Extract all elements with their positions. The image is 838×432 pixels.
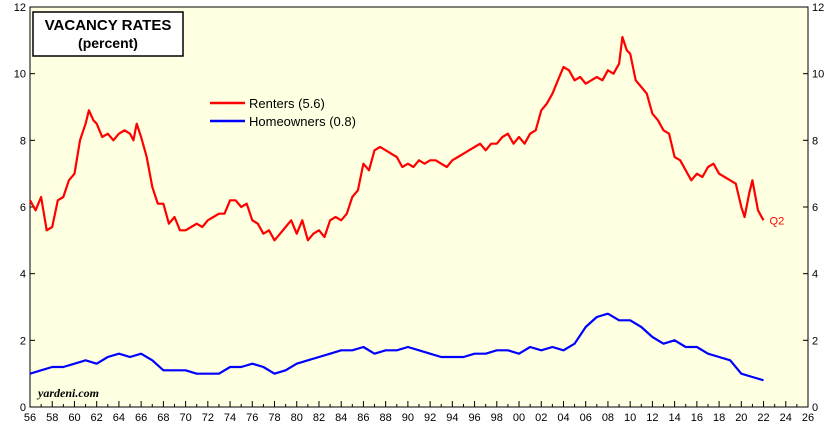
x-tick-label: 82: [313, 412, 325, 424]
y-tick-label-right: 2: [812, 335, 818, 347]
x-tick-label: 10: [624, 412, 636, 424]
y-tick-label-right: 4: [812, 269, 818, 281]
x-tick-label: 26: [802, 412, 814, 424]
x-tick-label: 62: [91, 412, 103, 424]
series-line-homeowners: [29, 312, 764, 382]
y-tick-label-right: 10: [812, 69, 824, 81]
legend-label-homeowners: Homeowners (0.8): [249, 114, 356, 129]
x-tick-label: 70: [179, 412, 191, 424]
x-tick-label: 18: [713, 412, 725, 424]
x-tick-label: 60: [68, 412, 80, 424]
x-tick-label: 68: [157, 412, 169, 424]
x-tick-label: 76: [246, 412, 258, 424]
x-tick-label: 88: [380, 412, 392, 424]
y-tick-label-right: 12: [812, 2, 824, 14]
x-tick-label: 02: [535, 412, 547, 424]
x-tick-label: 96: [468, 412, 480, 424]
y-tick-label-left: 10: [14, 69, 26, 81]
x-tick-label: 98: [491, 412, 503, 424]
legend-label-renters: Renters (5.6): [249, 96, 325, 111]
x-tick-label: 90: [402, 412, 414, 424]
x-tick-label: 78: [268, 412, 280, 424]
y-tick-label-right: 6: [812, 202, 818, 214]
x-tick-label: 00: [513, 412, 525, 424]
x-tick-label: 64: [113, 412, 125, 424]
x-tick-label: 08: [602, 412, 614, 424]
title-box-frame: [32, 11, 184, 57]
y-tick-label-left: 6: [20, 202, 26, 214]
chart-title: VACANCY RATES: [45, 17, 172, 34]
x-tick-label: 80: [291, 412, 303, 424]
y-tick-label-right: 0: [812, 402, 818, 414]
legend: Renters (5.6) Homeowners (0.8): [210, 96, 356, 129]
plot-area: [29, 6, 809, 408]
series-layer: [29, 35, 765, 382]
renters-end-label: Q2: [770, 215, 785, 227]
x-tick-label: 58: [46, 412, 58, 424]
x-tick-label: 92: [424, 412, 436, 424]
x-tick-label: 66: [135, 412, 147, 424]
x-tick-label: 12: [646, 412, 658, 424]
x-tick-label: 14: [669, 412, 681, 424]
series-line-renters: [29, 35, 765, 242]
x-tick-label: 20: [735, 412, 747, 424]
chart-subtitle: (percent): [78, 35, 138, 51]
x-tick-label: 72: [202, 412, 214, 424]
credit-label: yardeni.com: [36, 386, 99, 400]
x-tick-label: 24: [780, 412, 792, 424]
y-tick-label-left: 12: [14, 2, 26, 14]
x-tick-label: 94: [446, 412, 458, 424]
y-tick-label-left: 0: [20, 402, 26, 414]
x-tick-label: 16: [691, 412, 703, 424]
y-tick-label-left: 4: [20, 269, 26, 281]
x-tick-label: 06: [580, 412, 592, 424]
x-tick-label: 22: [757, 412, 769, 424]
x-tick-label: 04: [557, 412, 569, 424]
y-tick-label-right: 8: [812, 135, 818, 147]
y-tick-label-left: 8: [20, 135, 26, 147]
x-tick-label: 74: [224, 412, 236, 424]
x-tick-label: 56: [24, 412, 36, 424]
x-tick-label: 84: [335, 412, 347, 424]
x-tick-label: 86: [357, 412, 369, 424]
title-box: VACANCY RATES (percent): [32, 11, 184, 57]
y-tick-label-left: 2: [20, 335, 26, 347]
